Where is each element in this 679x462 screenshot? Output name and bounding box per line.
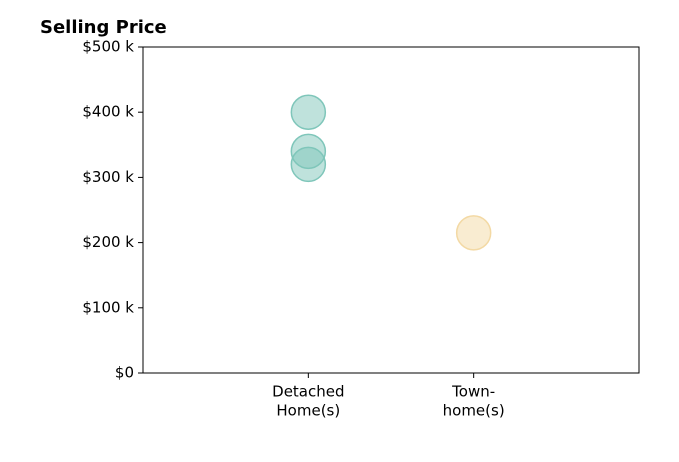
y-tick-label: $300 k — [82, 168, 134, 186]
y-tick-label: $200 k — [82, 233, 134, 251]
point — [455, 215, 492, 251]
plot-frame — [142, 46, 640, 374]
point — [290, 146, 327, 183]
chart-title: Selling Price — [40, 17, 167, 38]
y-tick-label: $0 — [115, 364, 134, 382]
x-tick-label: home(s) — [443, 402, 505, 420]
y-tick-label: $500 k — [82, 38, 134, 56]
y-tick-label: $400 k — [82, 103, 134, 121]
x-tick-label: Home(s) — [276, 402, 340, 420]
point — [290, 94, 327, 130]
x-tick-label: Town- — [451, 383, 495, 401]
x-tick-label: Detached — [272, 383, 344, 401]
y-tick-label: $100 k — [82, 298, 134, 316]
